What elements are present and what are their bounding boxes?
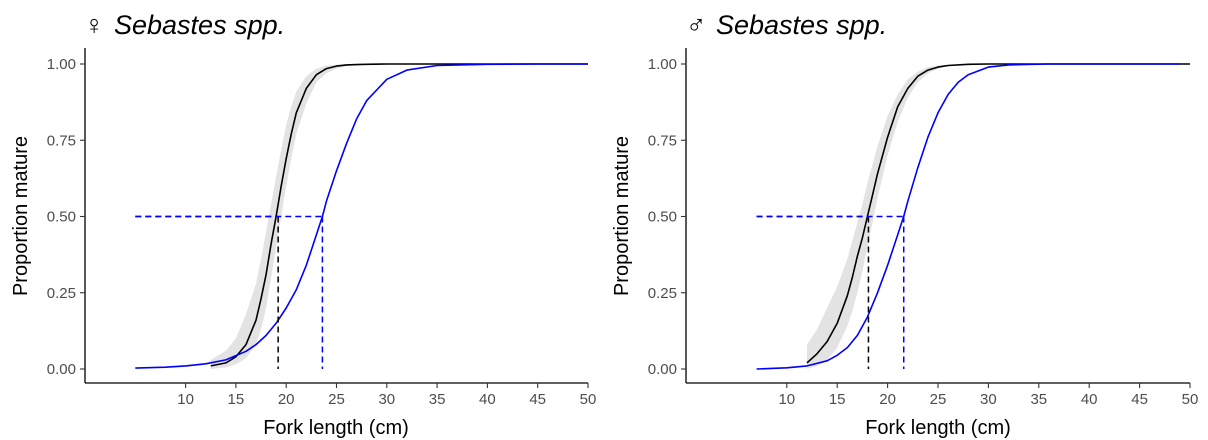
male-x-tick-label: 20 (879, 391, 896, 408)
male-y-tick-label: 0.50 (648, 209, 677, 226)
male-y-axis-label: Proportion mature (611, 136, 633, 296)
male-panel-title: Sebastes spp. (716, 10, 887, 40)
male-y-tick-label: 0.00 (648, 361, 677, 378)
female-x-tick-label: 40 (479, 391, 496, 408)
female-x-tick-label: 50 (580, 391, 597, 408)
female-maturity-panel: ♀ Sebastes spp. Fork length (cm) Proport… (10, 10, 596, 439)
female-y-tick-label: 0.50 (47, 209, 76, 226)
female-x-tick-label: 30 (378, 391, 395, 408)
male-y-tick-label: 1.00 (648, 56, 677, 73)
female-x-axis-label: Fork length (cm) (263, 417, 409, 439)
male-symbol: ♂ (686, 10, 706, 40)
female-x-tick-label: 10 (177, 391, 194, 408)
male-y-tick-label: 0.25 (648, 285, 677, 302)
male-curve-black (806, 63, 1190, 364)
male-x-tick-label: 25 (930, 391, 947, 408)
male-x-tick-label: 10 (778, 391, 795, 408)
male-x-axis-label: Fork length (cm) (865, 417, 1011, 439)
female-y-axis-label: Proportion mature (10, 136, 32, 296)
female-y-tick-label: 0.25 (47, 285, 76, 302)
male-x-tick-label: 15 (829, 391, 846, 408)
female-y-tick-label: 0.00 (47, 361, 76, 378)
female-symbol: ♀ (84, 10, 104, 40)
male-x-tick-label: 40 (1081, 391, 1098, 408)
female-x-tick-label: 20 (278, 391, 295, 408)
male-x-tick-label: 45 (1131, 391, 1148, 408)
female-x-tick-label: 15 (228, 391, 245, 408)
female-x-tick-label: 25 (328, 391, 345, 408)
female-panel-title: Sebastes spp. (114, 10, 285, 40)
male-x-tick-label: 50 (1182, 391, 1199, 408)
female-curve-black (210, 63, 588, 367)
male-y-tick-label: 0.75 (648, 132, 677, 149)
female-x-tick-label: 45 (529, 391, 546, 408)
female-y-tick-label: 0.75 (47, 132, 76, 149)
male-x-tick-label: 35 (1030, 391, 1047, 408)
female-y-tick-label: 1.00 (47, 56, 76, 73)
male-x-tick-label: 30 (980, 391, 997, 408)
male-curve-blue (756, 63, 1180, 370)
female-x-tick-label: 35 (429, 391, 446, 408)
male-maturity-panel: ♂ Sebastes spp. Fork length (cm) Proport… (611, 10, 1198, 439)
female-curve-blue (135, 63, 588, 369)
